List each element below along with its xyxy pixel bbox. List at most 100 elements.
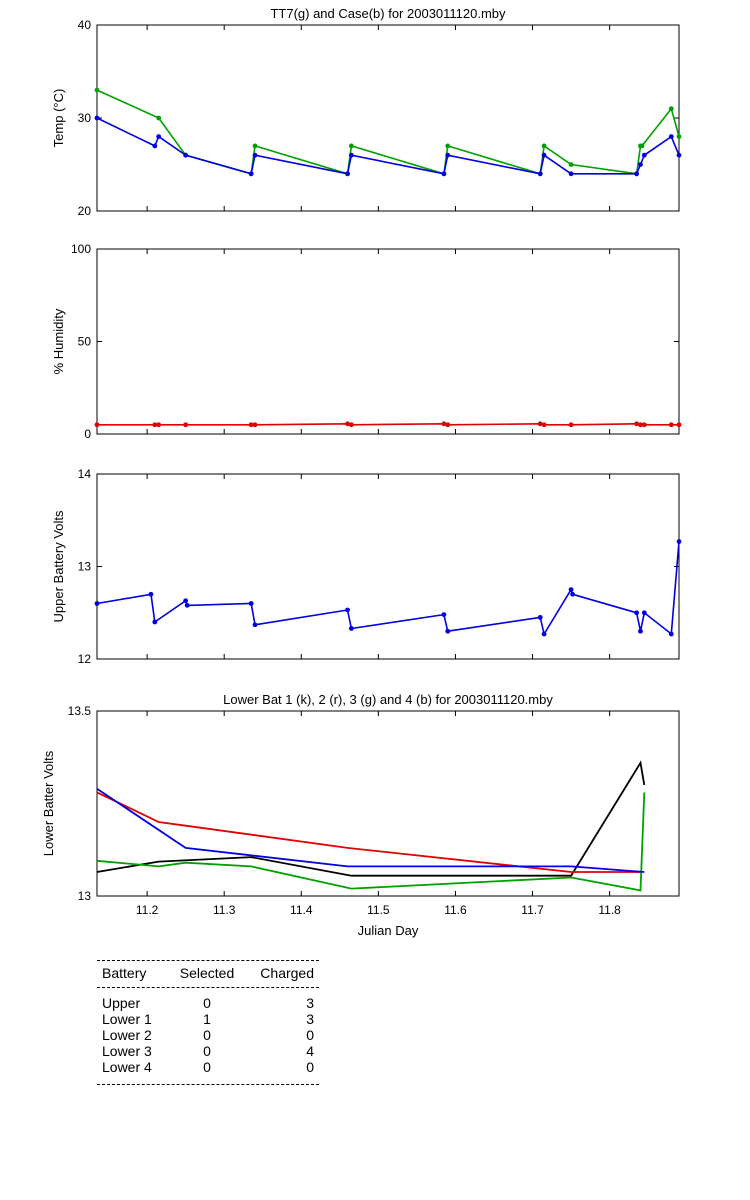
data-point bbox=[668, 134, 674, 140]
data-point bbox=[568, 422, 574, 428]
data-point bbox=[248, 422, 254, 428]
y-axis-label: Upper Battery Volts bbox=[51, 510, 66, 622]
battery-name: Lower 3 bbox=[102, 1043, 152, 1059]
battery-charged: 0 bbox=[306, 1027, 314, 1043]
table-row: Lower 4 0 0 bbox=[97, 1059, 319, 1075]
battery-name: Upper bbox=[102, 995, 141, 1011]
data-point bbox=[676, 422, 682, 428]
chart-title: TT7(g) and Case(b) for 2003011120.mby bbox=[270, 6, 506, 21]
data-point bbox=[676, 134, 682, 140]
battery-selected: 1 bbox=[203, 1011, 211, 1027]
data-point bbox=[252, 143, 258, 149]
series-line-4-1 bbox=[96, 760, 646, 877]
chart-figure: 20 30 40 TT7(g) and Case(b) for 2003011120.… bbox=[41, 6, 682, 938]
data-point bbox=[345, 607, 350, 613]
series-line-4-4 bbox=[96, 787, 645, 873]
data-point bbox=[537, 171, 543, 177]
data-point bbox=[568, 171, 574, 177]
data-point bbox=[668, 422, 674, 428]
data-point bbox=[445, 143, 451, 149]
data-point bbox=[156, 422, 162, 428]
battery-charged: 3 bbox=[306, 995, 314, 1011]
data-point bbox=[541, 631, 547, 637]
y-tick-label: 20 bbox=[78, 204, 92, 218]
data-point bbox=[94, 422, 100, 428]
plot-frame bbox=[96, 473, 680, 660]
y-tick-label: 0 bbox=[84, 427, 91, 441]
y-tick-label: 50 bbox=[78, 335, 92, 349]
plot-frame bbox=[96, 710, 680, 897]
data-point bbox=[156, 134, 162, 140]
data-point bbox=[634, 421, 640, 427]
data-point bbox=[641, 152, 647, 158]
data-point bbox=[252, 622, 258, 628]
y-axis-label: Lower Batter Volts bbox=[41, 750, 56, 856]
battery-charged: 0 bbox=[306, 1059, 314, 1075]
data-point bbox=[570, 591, 576, 597]
data-point bbox=[152, 619, 158, 625]
x-tick-label: 11.8 bbox=[598, 903, 621, 917]
x-tick-label: 11.2 bbox=[136, 903, 159, 917]
x-tick-label: 11.4 bbox=[290, 903, 313, 917]
data-point bbox=[348, 626, 354, 631]
y-axis-label: Temp (°C) bbox=[51, 89, 66, 148]
table-divider bbox=[97, 960, 319, 961]
y-tick-label: 13 bbox=[78, 889, 92, 903]
data-point bbox=[441, 612, 447, 617]
data-point bbox=[445, 152, 451, 158]
data-point bbox=[638, 422, 643, 428]
header-charged: Charged bbox=[260, 965, 314, 981]
series-line-4-2 bbox=[96, 791, 641, 873]
data-point bbox=[441, 421, 447, 427]
data-point bbox=[676, 152, 682, 158]
data-point bbox=[537, 614, 543, 620]
y-tick-label: 13.5 bbox=[68, 704, 92, 718]
data-point bbox=[634, 610, 640, 616]
data-point bbox=[148, 591, 154, 597]
x-tick-label: 11.5 bbox=[367, 903, 390, 917]
data-point bbox=[183, 422, 189, 428]
data-point bbox=[445, 628, 451, 634]
plot-frame bbox=[96, 248, 680, 435]
header-battery: Battery bbox=[102, 965, 147, 981]
data-point bbox=[94, 601, 100, 606]
chart-title: Lower Bat 1 (k), 2 (r), 3 (g) and 4 (b) … bbox=[223, 692, 553, 707]
y-tick-label: 100 bbox=[71, 242, 91, 256]
plot-frame bbox=[96, 24, 680, 212]
data-point bbox=[252, 152, 258, 158]
data-point bbox=[568, 587, 574, 593]
series-line-1-1 bbox=[96, 89, 680, 175]
table-header-row: Battery Selected Charged bbox=[97, 965, 319, 981]
data-point bbox=[348, 143, 354, 149]
data-point bbox=[252, 422, 258, 428]
battery-selected: 0 bbox=[203, 1059, 211, 1075]
table-divider bbox=[97, 987, 319, 988]
table-divider bbox=[97, 1084, 319, 1085]
data-point bbox=[676, 539, 682, 544]
data-point bbox=[445, 422, 451, 428]
data-point bbox=[641, 422, 647, 428]
x-tick-label: 11.3 bbox=[213, 903, 236, 917]
data-point bbox=[348, 152, 354, 158]
table-row: Lower 3 0 4 bbox=[97, 1043, 319, 1059]
battery-charged: 3 bbox=[306, 1011, 314, 1027]
data-point bbox=[152, 143, 158, 149]
data-point bbox=[568, 162, 574, 167]
data-point bbox=[639, 143, 645, 149]
data-point bbox=[184, 602, 190, 608]
data-point bbox=[541, 152, 547, 158]
data-point bbox=[248, 601, 254, 606]
battery-name: Lower 4 bbox=[102, 1059, 152, 1075]
x-tick-label: 11.6 bbox=[444, 903, 467, 917]
battery-name: Lower 1 bbox=[102, 1011, 152, 1027]
data-point bbox=[94, 87, 100, 93]
battery-selected: 0 bbox=[203, 1043, 211, 1059]
table-row: Lower 1 1 3 bbox=[97, 1011, 319, 1027]
data-point bbox=[441, 171, 447, 177]
battery-table: Battery Selected Charged Upper 0 3 Lower… bbox=[97, 960, 319, 1085]
data-point bbox=[94, 115, 100, 121]
y-axis-label: % Humidity bbox=[51, 308, 66, 374]
series-line-3-1 bbox=[96, 541, 680, 637]
data-point bbox=[183, 152, 189, 158]
y-tick-label: 40 bbox=[78, 18, 92, 32]
